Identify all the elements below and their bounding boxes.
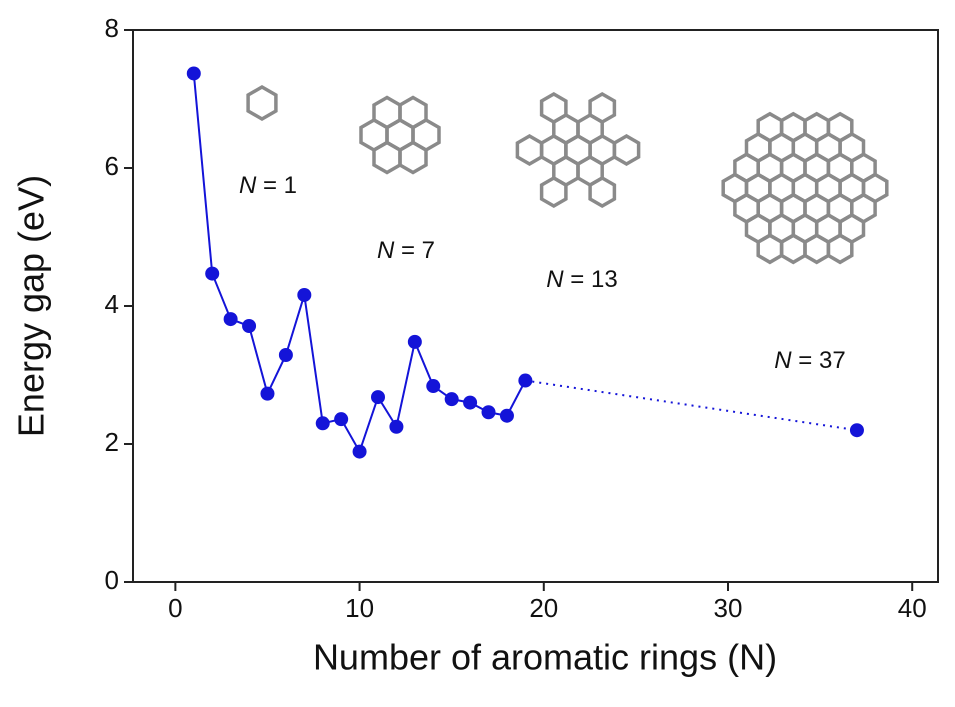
ring — [590, 178, 614, 206]
chart: Number of aromatic rings (N) Energy gap … — [0, 0, 955, 702]
data-point — [205, 267, 219, 281]
y-tick-label: 8 — [105, 13, 119, 43]
data-point — [463, 396, 477, 410]
page: Number of aromatic rings (N) Energy gap … — [0, 0, 955, 707]
data-point — [389, 420, 403, 434]
data-point — [482, 405, 496, 419]
x-tick-label: 10 — [345, 593, 374, 623]
data-point — [850, 423, 864, 437]
annotation: N = 13 — [546, 266, 617, 293]
data-point — [260, 387, 274, 401]
y-tick-label: 2 — [105, 427, 119, 457]
data-point — [316, 416, 330, 430]
data-point — [242, 319, 256, 333]
annotation: N = 7 — [377, 237, 435, 264]
connector — [525, 381, 857, 431]
x-tick-label: 30 — [714, 593, 743, 623]
data-point — [445, 392, 459, 406]
x-tick-label: 20 — [529, 593, 558, 623]
ring — [614, 136, 638, 164]
y-tick-label: 0 — [105, 565, 119, 595]
data-point — [297, 288, 311, 302]
molecules — [248, 87, 887, 262]
x-tick-label: 0 — [168, 593, 182, 623]
data-point — [334, 412, 348, 426]
y-tick-label: 4 — [105, 289, 119, 319]
ring — [590, 136, 614, 164]
data-point — [353, 445, 367, 459]
x-axis-label: Number of aromatic rings (N) — [313, 637, 777, 678]
x-tick-label: 40 — [898, 593, 927, 623]
ring — [413, 120, 439, 150]
ring — [590, 94, 614, 122]
y-tick-label: 6 — [105, 151, 119, 181]
ring — [517, 136, 541, 164]
data-point — [224, 312, 238, 326]
ring — [542, 94, 566, 122]
data-point — [371, 390, 385, 404]
ring — [864, 175, 887, 202]
y-axis-label: Energy gap (eV) — [11, 175, 52, 437]
annotation: N = 37 — [774, 347, 845, 374]
ring — [248, 87, 276, 119]
data-point — [279, 348, 293, 362]
data-point — [426, 379, 440, 393]
data-point — [187, 66, 201, 80]
data-point — [408, 335, 422, 349]
annotation: N = 1 — [239, 172, 297, 199]
data-point — [500, 409, 514, 423]
ring — [542, 178, 566, 206]
